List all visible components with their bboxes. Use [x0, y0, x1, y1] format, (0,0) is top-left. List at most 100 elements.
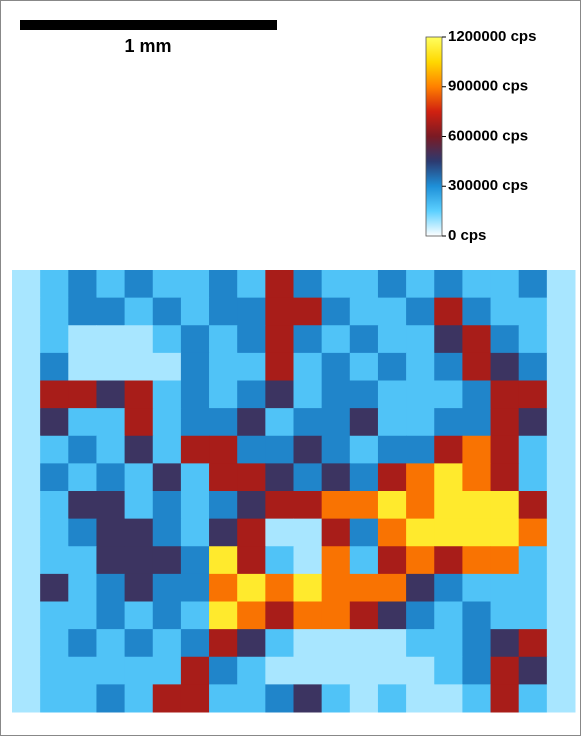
heatmap-cell [322, 408, 351, 436]
heatmap-cell [125, 463, 154, 491]
heatmap-cell [294, 325, 323, 353]
colorbar-tick-label: 900000 cps [448, 78, 528, 95]
heatmap-cell [491, 684, 520, 712]
heatmap-cell [350, 381, 379, 409]
heatmap-cell [237, 657, 266, 685]
heatmap-cell [350, 657, 379, 685]
heatmap-cell [40, 353, 69, 381]
heatmap-cell [406, 463, 435, 491]
heatmap-cell [462, 574, 491, 602]
heatmap-cell [378, 408, 407, 436]
heatmap-cell [125, 408, 154, 436]
heatmap-cell [40, 408, 69, 436]
heatmap-cell [294, 381, 323, 409]
heatmap-cell [12, 436, 41, 464]
heatmap-cell [378, 574, 407, 602]
heatmap-cell [434, 491, 463, 519]
heatmap-cell [322, 491, 351, 519]
heatmap-cell [237, 546, 266, 574]
heatmap-cell [265, 270, 294, 298]
heatmap-cell [491, 298, 520, 326]
heatmap-cell [125, 629, 154, 657]
heatmap-cell [322, 353, 351, 381]
heatmap-cell [547, 519, 576, 547]
heatmap-cell [462, 519, 491, 547]
heatmap-cell [434, 408, 463, 436]
heatmap-cell [96, 408, 125, 436]
heatmap-cell [12, 463, 41, 491]
heatmap-cell [96, 353, 125, 381]
heatmap-cell [294, 629, 323, 657]
heatmap-cell [350, 629, 379, 657]
heatmap-cell [434, 519, 463, 547]
heatmap-cell [462, 381, 491, 409]
heatmap-cell [406, 574, 435, 602]
heatmap-cell [181, 463, 210, 491]
heatmap-cell [181, 684, 210, 712]
heatmap-cell [547, 602, 576, 630]
heatmap-cell [181, 491, 210, 519]
heatmap-cell [265, 546, 294, 574]
heatmap-cell [209, 436, 238, 464]
heatmap-cell [40, 298, 69, 326]
heatmap-cell [294, 657, 323, 685]
heatmap-cell [462, 657, 491, 685]
heatmap-cell [294, 298, 323, 326]
heatmap-cell [519, 463, 548, 491]
heatmap-cell [153, 546, 182, 574]
heatmap-cell [12, 381, 41, 409]
heatmap-cell [209, 629, 238, 657]
heatmap-cell [96, 657, 125, 685]
heatmap-cell [68, 270, 97, 298]
heatmap-cell [265, 574, 294, 602]
heatmap-cell [491, 546, 520, 574]
heatmap-cell [181, 353, 210, 381]
heatmap-cell [462, 270, 491, 298]
heatmap-cell [519, 491, 548, 519]
heatmap-cell [434, 684, 463, 712]
heatmap-cell [40, 629, 69, 657]
heatmap-cell [153, 684, 182, 712]
heatmap-cell [350, 491, 379, 519]
heatmap-cell [350, 602, 379, 630]
heatmap-cell [237, 574, 266, 602]
heatmap-cell [265, 353, 294, 381]
heatmap-cell [547, 298, 576, 326]
heatmap-cell [547, 546, 576, 574]
colorbar-tick-label: 1200000 cps [448, 28, 536, 45]
heatmap-cell [181, 408, 210, 436]
heatmap-cell [96, 629, 125, 657]
heatmap-cell [12, 629, 41, 657]
heatmap-cell [294, 436, 323, 464]
heatmap-cell [40, 602, 69, 630]
heatmap-cell [96, 602, 125, 630]
heatmap-cell [209, 270, 238, 298]
heatmap-cell [378, 353, 407, 381]
heatmap-cell [378, 270, 407, 298]
heatmap-cell [434, 325, 463, 353]
heatmap-cell [40, 463, 69, 491]
heatmap-cell [265, 657, 294, 685]
heatmap-cell [68, 381, 97, 409]
heatmap-cell [209, 602, 238, 630]
heatmap-cell [209, 657, 238, 685]
heatmap-cell [294, 546, 323, 574]
heatmap-cell [434, 657, 463, 685]
heatmap-cell [209, 684, 238, 712]
heatmap-cell [237, 298, 266, 326]
heatmap-cell [378, 381, 407, 409]
scale-bar [20, 20, 277, 30]
heatmap-cell [96, 546, 125, 574]
heatmap-cell [378, 657, 407, 685]
heatmap-cell [406, 684, 435, 712]
heatmap-cell [96, 491, 125, 519]
heatmap-cell [519, 353, 548, 381]
heatmap-cell [434, 353, 463, 381]
heatmap-cell [406, 602, 435, 630]
heatmap-cell [209, 546, 238, 574]
heatmap-cell [350, 298, 379, 326]
heatmap-cell [294, 408, 323, 436]
heatmap-cell [153, 574, 182, 602]
heatmap-cell [519, 519, 548, 547]
heatmap-cell [547, 657, 576, 685]
